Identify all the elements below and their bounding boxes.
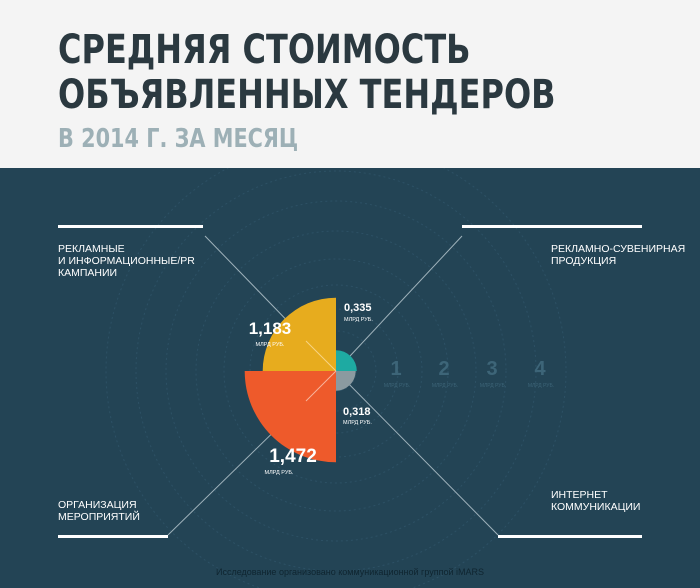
connector-overlay-tl — [305, 340, 337, 372]
scale-tick-unit: МЛРД РУБ. — [432, 383, 458, 389]
grid-ring — [105, 168, 567, 588]
page-title-line-1: СРЕДНЯЯ СТОИМОСТЬ — [58, 27, 471, 73]
value-label-bottom-right: 0,318 — [343, 406, 371, 418]
connector-top-right — [335, 235, 463, 372]
divider-bottom-right — [498, 535, 642, 538]
sector-top-right — [336, 350, 357, 371]
grid-ring — [223, 258, 449, 484]
value-unit-top-left: МЛРД РУБ. — [256, 342, 285, 348]
value-unit-bottom-right: МЛРД РУБ. — [343, 420, 372, 426]
scale-tick-unit: МЛРД РУБ. — [384, 383, 410, 389]
page-subtitle: В 2014 Г. ЗА МЕСЯЦ — [58, 124, 299, 154]
scale-tick-label: 3 — [486, 358, 497, 380]
connector-bottom-right — [335, 370, 499, 536]
grid-ring — [195, 230, 477, 512]
scale-tick-label: 4 — [534, 358, 546, 380]
category-label-top-right: РЕКЛАМНО-СУВЕНИРНАЯ ПРОДУКЦИЯ — [551, 243, 686, 267]
value-label-bottom-left: 1,472 — [269, 446, 317, 467]
value-unit-bottom-left: МЛРД РУБ. — [265, 470, 294, 476]
divider-top-right — [462, 225, 642, 228]
scale-tick-unit: МЛРД РУБ. — [528, 383, 554, 389]
scale-tick-unit: МЛРД РУБ. — [480, 383, 506, 389]
category-label-bottom-left: ОРГАНИЗАЦИЯ МЕРОПРИЯТИЙ — [58, 499, 140, 523]
connector-overlay-bl — [305, 370, 337, 402]
category-label-bottom-right: ИНТЕРНЕТ КОММУНИКАЦИИ — [551, 489, 641, 513]
header: СРЕДНЯЯ СТОИМОСТЬ ОБЪЯВЛЕННЫХ ТЕНДЕРОВ В… — [0, 0, 700, 168]
sector-bottom-right — [336, 371, 356, 391]
chart-panel: 1 МЛРД РУБ. 2 МЛРД РУБ. 3 МЛРД РУБ. 4 МЛРД РУБ.… — [0, 168, 700, 588]
grid-ring — [249, 284, 423, 458]
value-label-top-left: 1,183 — [249, 319, 292, 338]
grid-ring — [135, 170, 537, 572]
value-unit-top-right: МЛРД РУБ. — [344, 317, 373, 323]
value-label-top-right: 0,335 — [344, 302, 372, 314]
scale-tick-label: 2 — [438, 358, 449, 380]
page-title-line-2: ОБЪЯВЛЕННЫХ ТЕНДЕРОВ — [58, 72, 556, 118]
category-label-top-left: РЕКЛАМНЫЕ И ИНФОРМАЦИОННЫЕ/PR КАМПАНИИ — [58, 243, 195, 279]
grid-ring — [165, 200, 507, 542]
scale-tick-label: 1 — [390, 358, 401, 380]
divider-bottom-left — [58, 535, 168, 538]
divider-top-left — [58, 225, 203, 228]
polar-area-chart: 1 МЛРД РУБ. 2 МЛРД РУБ. 3 МЛРД РУБ. 4 МЛРД РУБ.… — [105, 168, 567, 588]
footer-note: Исследование организовано коммуникационн… — [215, 567, 485, 577]
